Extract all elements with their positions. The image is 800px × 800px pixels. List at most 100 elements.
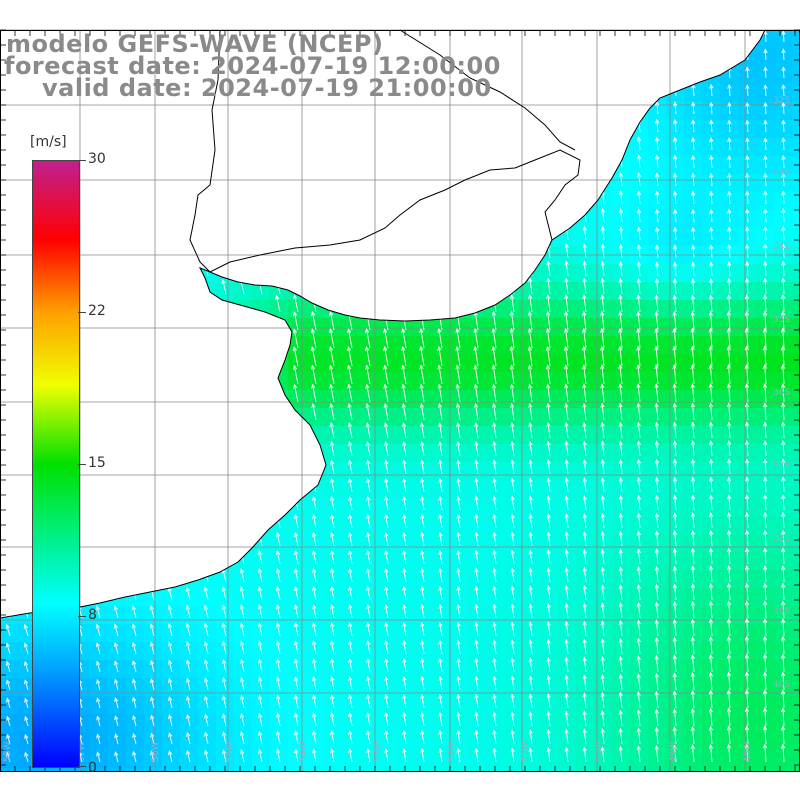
wind-speed-cell — [774, 390, 793, 409]
wind-speed-cell — [648, 426, 667, 445]
wind-speed-cell — [630, 750, 649, 769]
wind-speed-cell — [720, 336, 739, 355]
wind-speed-cell — [774, 714, 793, 733]
wind-speed-cell — [774, 156, 793, 175]
wind-speed-cell — [630, 354, 649, 373]
wind-speed-cell — [738, 480, 757, 499]
wind-speed-cell — [774, 552, 793, 571]
wind-speed-cell — [648, 408, 667, 427]
wind-speed-cell — [702, 354, 721, 373]
wind-speed-cell — [234, 768, 253, 772]
wind-speed-cell — [630, 462, 649, 481]
wind-speed-cell — [684, 210, 703, 229]
wind-speed-cell — [702, 768, 721, 772]
wind-speed-cell — [792, 624, 800, 643]
wind-speed-cell — [720, 642, 739, 661]
wind-speed-cell — [738, 444, 757, 463]
wind-speed-cell — [756, 300, 775, 319]
wind-speed-cell — [792, 174, 800, 193]
wind-speed-cell — [720, 588, 739, 607]
wind-speed-cell — [738, 498, 757, 517]
arrow-head — [745, 48, 750, 54]
wind-speed-cell — [144, 768, 163, 772]
wind-speed-cell — [630, 408, 649, 427]
wind-speed-cell — [774, 732, 793, 751]
wind-vectors — [5, 30, 786, 763]
wind-speed-cell — [684, 570, 703, 589]
wind-speed-cell — [666, 570, 685, 589]
wind-speed-cell — [774, 750, 793, 769]
wind-speed-cell — [630, 480, 649, 499]
wind-speed-cell — [648, 516, 667, 535]
wind-speed-cell — [666, 192, 685, 211]
wind-speed-cell — [630, 210, 649, 229]
wind-speed-cell — [774, 498, 793, 517]
wind-speed-cell — [738, 408, 757, 427]
wind-speed-cell — [792, 282, 800, 301]
wind-speed-cell — [684, 750, 703, 769]
wind-speed-cell — [702, 462, 721, 481]
wind-speed-cell — [720, 318, 739, 337]
wind-arrow — [781, 48, 786, 61]
wind-speed-cell — [720, 570, 739, 589]
wind-speed-cell — [720, 552, 739, 571]
wind-speed-cell — [702, 264, 721, 283]
wind-speed-cell — [738, 570, 757, 589]
wind-speed-cell — [792, 570, 800, 589]
wind-speed-cell — [594, 768, 613, 772]
wind-speed-cell — [648, 570, 667, 589]
wind-speed-cell — [720, 444, 739, 463]
wind-speed-cell — [666, 444, 685, 463]
wind-speed-cell — [666, 336, 685, 355]
wind-speed-cell — [792, 192, 800, 211]
wind-speed-cell — [720, 426, 739, 445]
wind-speed-cell — [666, 498, 685, 517]
wind-speed-cell — [684, 390, 703, 409]
wind-speed-cell — [738, 120, 757, 139]
arrow-head — [781, 30, 786, 36]
wind-speed-cell — [684, 498, 703, 517]
wind-speed-cell — [684, 696, 703, 715]
wind-speed-cell — [756, 516, 775, 535]
wind-speed-cell — [774, 66, 793, 85]
wind-speed-cell — [648, 732, 667, 751]
wind-speed-cell — [720, 228, 739, 247]
land-mask — [0, 30, 765, 618]
wind-speed-cell — [720, 750, 739, 769]
wind-speed-cell — [774, 282, 793, 301]
wind-speed-cell — [666, 642, 685, 661]
wind-speed-cell — [756, 48, 775, 67]
wind-speed-cell — [666, 660, 685, 679]
wind-speed-cell — [720, 156, 739, 175]
wind-speed-cell — [666, 678, 685, 697]
wind-speed-cell — [684, 120, 703, 139]
wind-speed-cell — [720, 192, 739, 211]
wind-speed-cell — [666, 174, 685, 193]
wind-speed-cell — [648, 498, 667, 517]
wind-speed-cell — [702, 714, 721, 733]
arrow-shaft — [764, 31, 767, 43]
wind-speed-cell — [666, 102, 685, 121]
wind-speed-cell — [648, 300, 667, 319]
wind-speed-cell — [684, 372, 703, 391]
wind-speed-cell — [630, 642, 649, 661]
wind-speed-cell — [702, 102, 721, 121]
wind-speed-cell — [108, 768, 127, 772]
wind-speed-cell — [774, 408, 793, 427]
wind-speed-cell — [756, 750, 775, 769]
wind-speed-cell — [738, 678, 757, 697]
wind-speed-cell — [630, 552, 649, 571]
wind-speed-cell — [324, 768, 343, 772]
wind-speed-cell — [162, 768, 181, 772]
wind-speed-cell — [738, 138, 757, 157]
wind-speed-cell — [774, 120, 793, 139]
wind-speed-cell — [738, 750, 757, 769]
wind-speed-cell — [774, 696, 793, 715]
wind-speed-cell — [702, 534, 721, 553]
wind-speed-cell — [738, 66, 757, 85]
wind-speed-cell — [666, 462, 685, 481]
wind-speed-cell — [738, 534, 757, 553]
wind-speed-cell — [738, 84, 757, 103]
wind-speed-cell — [720, 84, 739, 103]
wind-speed-cell — [702, 390, 721, 409]
